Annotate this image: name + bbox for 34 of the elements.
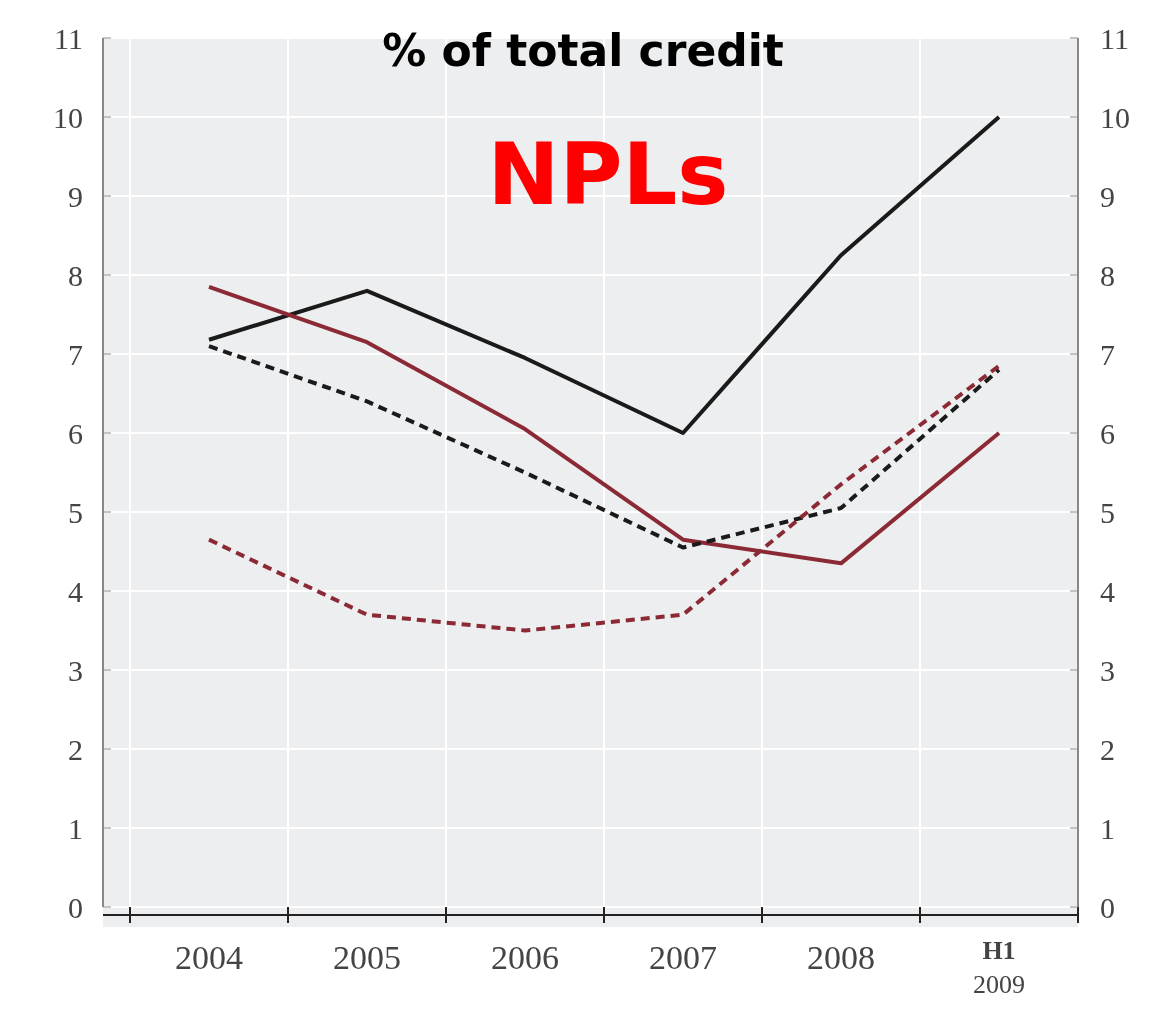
y-tick-label: 2 [68,732,83,766]
x-tick-label: 2004 [175,939,243,976]
x-tick-label: 2006 [491,939,559,976]
y2-tick-label: 5 [1100,495,1115,529]
y2-tick-label: 3 [1100,653,1115,687]
line-series [207,115,1001,435]
y-tick-label: 10 [53,100,83,134]
y2-tick-label: 8 [1100,258,1115,292]
y-tick-label: 5 [68,495,83,529]
line-series [207,344,1001,550]
y-tick-label: 11 [54,21,83,55]
y2-tick-label: 11 [1100,21,1129,55]
y2-tick-label: 1 [1100,811,1115,845]
x-tick-label: 2007 [649,939,717,976]
x-tick-label: H1 2009 [973,936,1025,999]
y2-tick-label: 10 [1100,100,1130,134]
y2-tick-label: 0 [1100,890,1115,924]
y-tick-label: 0 [68,890,83,924]
y-tick-label: 7 [68,337,83,371]
chart-title: % of total credit [382,25,784,76]
text: NPLs [487,124,729,224]
y-tick-label: 4 [68,574,83,608]
x-tick-label: 2008 [807,939,875,976]
y2-tick-label: 6 [1100,416,1115,450]
y-tick-label: 6 [68,416,83,450]
y-tick-label: 3 [68,653,83,687]
y2-tick-label: 7 [1100,337,1115,371]
y2-tick-label: 4 [1100,574,1115,608]
y-tick-label: 1 [68,811,83,845]
y2-tick-label: 2 [1100,732,1115,766]
x-tick-label: 2005 [333,939,401,976]
y-tick-label: 9 [68,179,83,213]
y2-tick-label: 9 [1100,179,1115,213]
y-tick-label: 8 [68,258,83,292]
